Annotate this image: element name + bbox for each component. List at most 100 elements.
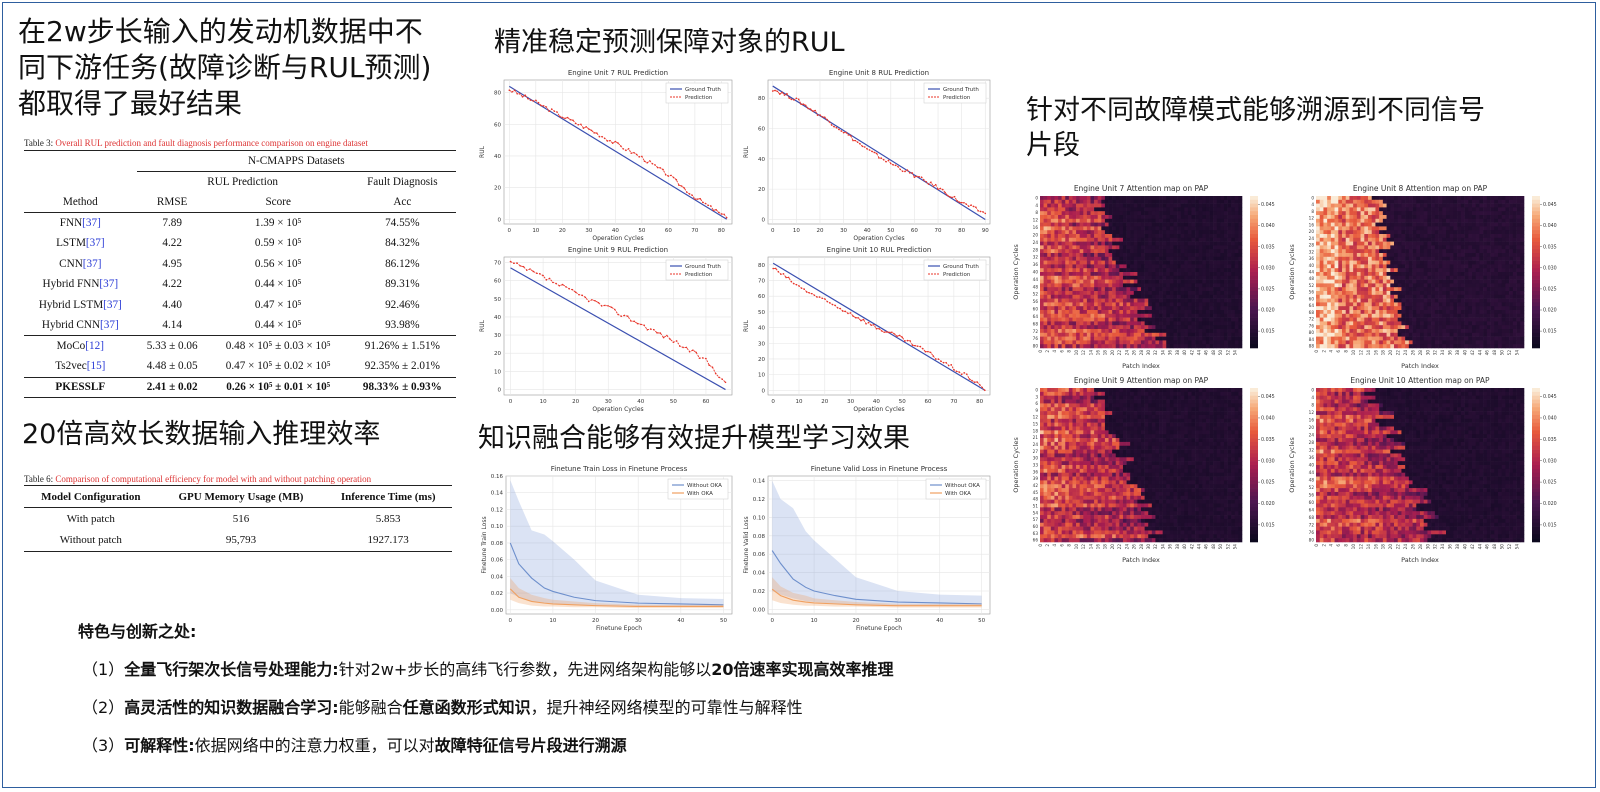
heatmap-cell (1162, 321, 1167, 326)
heatmap-cell (1405, 268, 1410, 273)
heatmap-cell (1144, 344, 1149, 349)
heatmap-cell (1148, 344, 1153, 349)
heatmap-cell (1126, 340, 1131, 345)
heatmap-cell (1076, 268, 1080, 273)
prediction-point (625, 149, 627, 152)
heatmap-cell (1338, 230, 1343, 235)
heatmap-cell (1501, 283, 1506, 288)
heatmap-cell (1141, 215, 1145, 220)
heatmap-cell (1122, 253, 1127, 258)
heatmap-cell (1068, 275, 1073, 280)
x-tick-label: 30 (585, 228, 592, 234)
heatmap-cell (1360, 264, 1365, 269)
heatmap-cell (1072, 336, 1077, 341)
heatmap-cell (1330, 215, 1335, 220)
heatmap-cell (1159, 332, 1163, 337)
heatmap-cell (1479, 321, 1484, 326)
heatmap-cell (1177, 230, 1181, 235)
heatmap-cell (1068, 256, 1073, 261)
heatmap-y-tick: 44 (1033, 277, 1039, 282)
heatmap-cell (1126, 310, 1131, 315)
heatmap-cell (1191, 241, 1196, 246)
prediction-point (704, 202, 707, 205)
heatmap-cell (1054, 268, 1059, 273)
heatmap-cell (1047, 340, 1052, 345)
heatmap-cell (1040, 310, 1044, 315)
heatmap-cell (1047, 287, 1052, 292)
heatmap-cell (1345, 196, 1350, 201)
heatmap-cell (1126, 268, 1131, 273)
heatmap-cell (1457, 264, 1462, 269)
heatmap-cell (1360, 260, 1365, 265)
heatmap-cell (1076, 211, 1080, 216)
heatmap-cell (1401, 256, 1406, 261)
heatmap-cell (1360, 272, 1365, 277)
heatmap-cell (1083, 264, 1088, 269)
heatmap-cell (1094, 249, 1099, 254)
heatmap-cell (1464, 310, 1469, 315)
heatmap-cell (1043, 291, 1048, 296)
heatmap-cell (1202, 298, 1207, 303)
heatmap-cell (1375, 313, 1380, 318)
heatmap-cell (1231, 253, 1236, 258)
heatmap-cell (1438, 203, 1443, 208)
heatmap-cell (1137, 340, 1142, 345)
heatmap-cell (1420, 237, 1425, 242)
heatmap-cell (1130, 264, 1135, 269)
heatmap-cell (1054, 313, 1059, 318)
heatmap-cell (1234, 302, 1239, 307)
heatmap-cell (1205, 237, 1210, 242)
heatmap-cell (1486, 264, 1491, 269)
heatmap-cell (1198, 306, 1203, 311)
heatmap-cell (1394, 226, 1399, 231)
heatmap-cell (1223, 275, 1228, 280)
heatmap-cell (1397, 325, 1402, 330)
heatmap-cell (1050, 317, 1055, 322)
heatmap-cell (1180, 218, 1185, 223)
heatmap-cell (1330, 203, 1335, 208)
heatmap-cell (1122, 291, 1127, 296)
heatmap-cell (1083, 253, 1088, 258)
heatmap-cell (1412, 203, 1417, 208)
heatmap-cell (1159, 317, 1163, 322)
heatmap-cell (1220, 211, 1225, 216)
heatmap-cell (1079, 260, 1084, 265)
heatmap-cell (1234, 317, 1239, 322)
heatmap-cell (1166, 218, 1171, 223)
heatmap-cell (1144, 310, 1149, 315)
heatmap-cell (1423, 325, 1428, 330)
heatmap-cell (1202, 245, 1207, 250)
heatmap-cell (1054, 310, 1059, 315)
heatmap-cell (1141, 321, 1145, 326)
heatmap-cell (1065, 253, 1070, 258)
heatmap-cell (1130, 222, 1135, 227)
heatmap-cell (1115, 298, 1120, 303)
prediction-point (542, 274, 544, 277)
heatmap-cell (1213, 325, 1218, 330)
heatmap-cell (1130, 313, 1135, 318)
heatmap-cell (1205, 287, 1210, 292)
heatmap-cell (1083, 321, 1088, 326)
heatmap-cell (1501, 218, 1506, 223)
heatmap-cell (1065, 230, 1070, 235)
heatmap-cell (1386, 215, 1391, 220)
heatmap-cell (1460, 211, 1465, 216)
heatmap-cell (1184, 249, 1189, 254)
heatmap-cell (1216, 279, 1221, 284)
heatmap-cell (1427, 199, 1432, 204)
heatmap-cell (1431, 294, 1436, 299)
heatmap-cell (1112, 237, 1117, 242)
heatmap-cell (1043, 279, 1048, 284)
heatmap-cell (1040, 222, 1044, 227)
y-tick-label: 0.00 (491, 608, 504, 614)
heatmap-cell (1151, 283, 1156, 288)
heatmap-cell (1356, 222, 1361, 227)
heatmap-cell (1130, 211, 1135, 216)
table3-acc: 74.55% (348, 211, 456, 233)
prediction-point (532, 270, 535, 273)
heatmap-cell (1137, 302, 1142, 307)
heatmap-cell (1238, 344, 1243, 349)
heatmap-cell (1130, 241, 1135, 246)
heatmap-cell (1464, 199, 1469, 204)
heatmap-cell (1209, 321, 1214, 326)
